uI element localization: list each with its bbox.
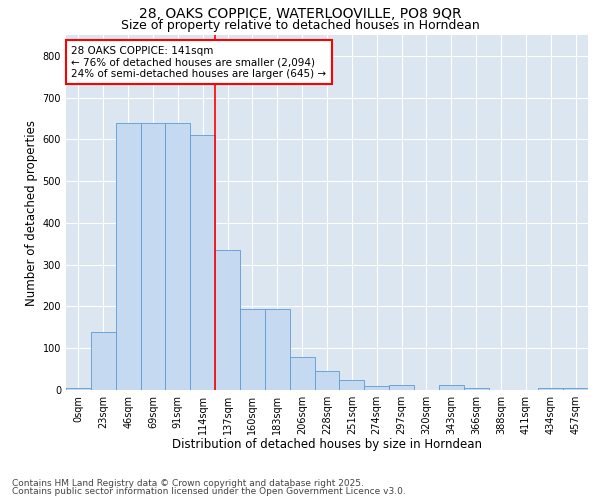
Text: Contains HM Land Registry data © Crown copyright and database right 2025.: Contains HM Land Registry data © Crown c… — [12, 478, 364, 488]
Bar — [340, 380, 364, 390]
Text: Contains public sector information licensed under the Open Government Licence v3: Contains public sector information licen… — [12, 487, 406, 496]
Bar — [140, 122, 166, 390]
Bar — [364, 386, 389, 390]
Bar — [66, 388, 91, 390]
Text: 28 OAKS COPPICE: 141sqm
← 76% of detached houses are smaller (2,094)
24% of semi: 28 OAKS COPPICE: 141sqm ← 76% of detache… — [71, 46, 326, 79]
X-axis label: Distribution of detached houses by size in Horndean: Distribution of detached houses by size … — [172, 438, 482, 452]
Bar — [240, 308, 265, 390]
Bar — [166, 122, 190, 390]
Bar — [265, 308, 290, 390]
Bar — [91, 332, 116, 390]
Bar — [538, 388, 563, 390]
Bar — [215, 250, 240, 390]
Bar — [190, 135, 215, 390]
Bar — [389, 384, 414, 390]
Bar — [439, 384, 464, 390]
Y-axis label: Number of detached properties: Number of detached properties — [25, 120, 38, 306]
Bar — [116, 122, 140, 390]
Text: 28, OAKS COPPICE, WATERLOOVILLE, PO8 9QR: 28, OAKS COPPICE, WATERLOOVILLE, PO8 9QR — [139, 8, 461, 22]
Bar — [314, 371, 340, 390]
Bar — [464, 388, 488, 390]
Bar — [290, 356, 314, 390]
Text: Size of property relative to detached houses in Horndean: Size of property relative to detached ho… — [121, 18, 479, 32]
Bar — [563, 388, 588, 390]
